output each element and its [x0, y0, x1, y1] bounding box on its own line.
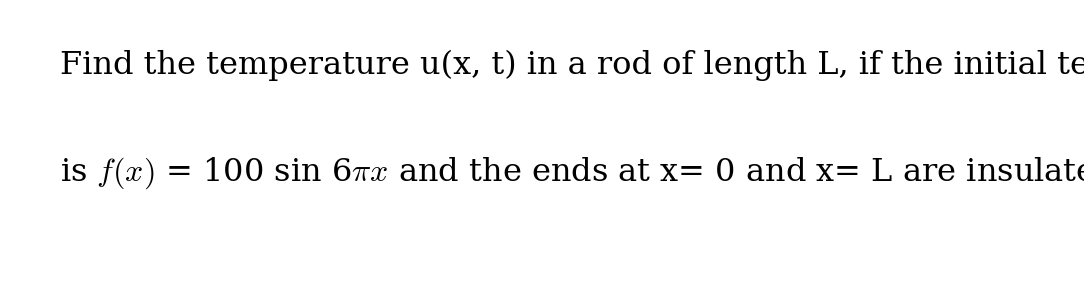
Text: is $f(x)$ = 100 sin 6$\pi x$ and the ends at x= 0 and x= L are insulated.: is $f(x)$ = 100 sin 6$\pi x$ and the end…	[60, 156, 1084, 191]
Text: Find the temperature u(x, t) in a rod of length L, if the initial temperature: Find the temperature u(x, t) in a rod of…	[60, 50, 1084, 81]
